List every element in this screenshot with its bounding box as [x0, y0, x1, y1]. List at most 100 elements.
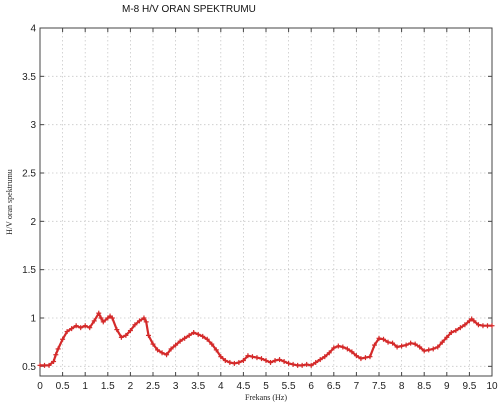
- data-point: [236, 359, 242, 365]
- y-tick-label: 1.5: [22, 265, 36, 276]
- data-point: [426, 347, 432, 353]
- y-tick-label: 2: [30, 217, 36, 228]
- data-point: [82, 323, 88, 329]
- data-point: [143, 319, 149, 325]
- data-point: [249, 354, 255, 360]
- data-point: [326, 350, 332, 356]
- data-point: [394, 344, 400, 350]
- data-series: [37, 310, 495, 368]
- x-axis-label: Frekans (Hz): [245, 393, 287, 402]
- data-point: [60, 336, 66, 342]
- data-point: [453, 328, 459, 334]
- data-point: [313, 359, 319, 365]
- data-point: [489, 323, 495, 329]
- y-tick-label: 3: [30, 120, 36, 131]
- data-point: [164, 352, 170, 358]
- data-point: [118, 334, 124, 340]
- data-point: [127, 328, 133, 334]
- data-point: [195, 331, 201, 337]
- x-tick-label: 2: [128, 381, 134, 392]
- x-tick-label: 2.5: [146, 381, 160, 392]
- x-tick-label: 7: [354, 381, 360, 392]
- data-point: [132, 322, 138, 328]
- data-point: [480, 323, 486, 329]
- data-point: [200, 333, 206, 339]
- data-point: [263, 358, 269, 364]
- data-point: [227, 359, 233, 365]
- data-point: [159, 350, 165, 356]
- data-point: [209, 341, 215, 347]
- y-axis-label: H/V oran spektrumu: [5, 169, 14, 235]
- x-tick-label: 6.5: [327, 381, 341, 392]
- data-point: [344, 346, 350, 352]
- data-point: [87, 325, 93, 331]
- data-point: [258, 356, 264, 362]
- data-point: [317, 357, 323, 363]
- data-point: [96, 310, 102, 316]
- x-tick-label: 8.5: [417, 381, 431, 392]
- data-point: [173, 342, 179, 348]
- data-point: [145, 332, 151, 338]
- data-point: [376, 335, 382, 341]
- x-tick-label: 7.5: [372, 381, 386, 392]
- data-point: [69, 326, 75, 332]
- data-point: [141, 315, 147, 321]
- data-point: [177, 338, 183, 344]
- data-point: [435, 344, 441, 350]
- x-tick-label: 4: [218, 381, 224, 392]
- data-point: [299, 362, 305, 368]
- data-point: [240, 358, 246, 364]
- data-point: [371, 342, 377, 348]
- data-point: [349, 349, 355, 355]
- data-point: [403, 342, 409, 348]
- chart-title: M-8 H/V ORAN SPEKTRUMU: [122, 4, 256, 15]
- axis-ticks: 0 0.5 1 1.5 2 2.5 3 3.5 4 4.5 5 5.5 6 6.5 7 7.5 8 8.5 9 9.5…: [22, 24, 498, 393]
- data-point: [204, 336, 210, 342]
- data-point: [340, 344, 346, 350]
- data-point: [191, 330, 197, 335]
- x-tick-label: 4.5: [236, 381, 250, 392]
- y-tick-label: 0.5: [22, 362, 36, 373]
- data-point: [222, 358, 228, 364]
- x-tick-label: 0.5: [56, 381, 70, 392]
- data-point: [353, 353, 359, 359]
- data-point: [254, 355, 260, 361]
- data-point: [471, 318, 477, 324]
- data-point: [290, 361, 296, 367]
- x-tick-label: 5.5: [282, 381, 296, 392]
- x-tick-label: 9: [444, 381, 450, 392]
- data-point: [444, 334, 450, 340]
- data-point: [136, 318, 142, 324]
- data-point: [98, 315, 104, 321]
- data-point: [186, 332, 192, 338]
- data-point: [358, 356, 364, 362]
- grid: [40, 27, 492, 376]
- data-point: [421, 348, 427, 354]
- data-point: [331, 345, 337, 351]
- x-tick-label: 10: [486, 381, 498, 392]
- data-point: [281, 359, 287, 364]
- x-tick-label: 9.5: [462, 381, 476, 392]
- data-point: [168, 346, 174, 352]
- data-point: [42, 362, 48, 368]
- data-point: [46, 362, 52, 368]
- data-point: [78, 325, 84, 331]
- data-point: [408, 340, 414, 346]
- data-point: [182, 335, 188, 341]
- y-tick-label: 4: [30, 24, 36, 35]
- data-point: [367, 354, 373, 360]
- data-point: [286, 360, 292, 366]
- data-point: [462, 322, 468, 328]
- data-point: [322, 354, 328, 360]
- data-point: [295, 362, 301, 368]
- data-point: [218, 354, 224, 360]
- data-point: [335, 343, 341, 349]
- data-point: [475, 322, 481, 328]
- x-tick-label: 3.5: [191, 381, 205, 392]
- data-point: [114, 327, 120, 333]
- data-point: [417, 344, 423, 350]
- data-point: [109, 315, 115, 321]
- data-point: [457, 325, 463, 331]
- y-tick-label: 1: [30, 314, 36, 325]
